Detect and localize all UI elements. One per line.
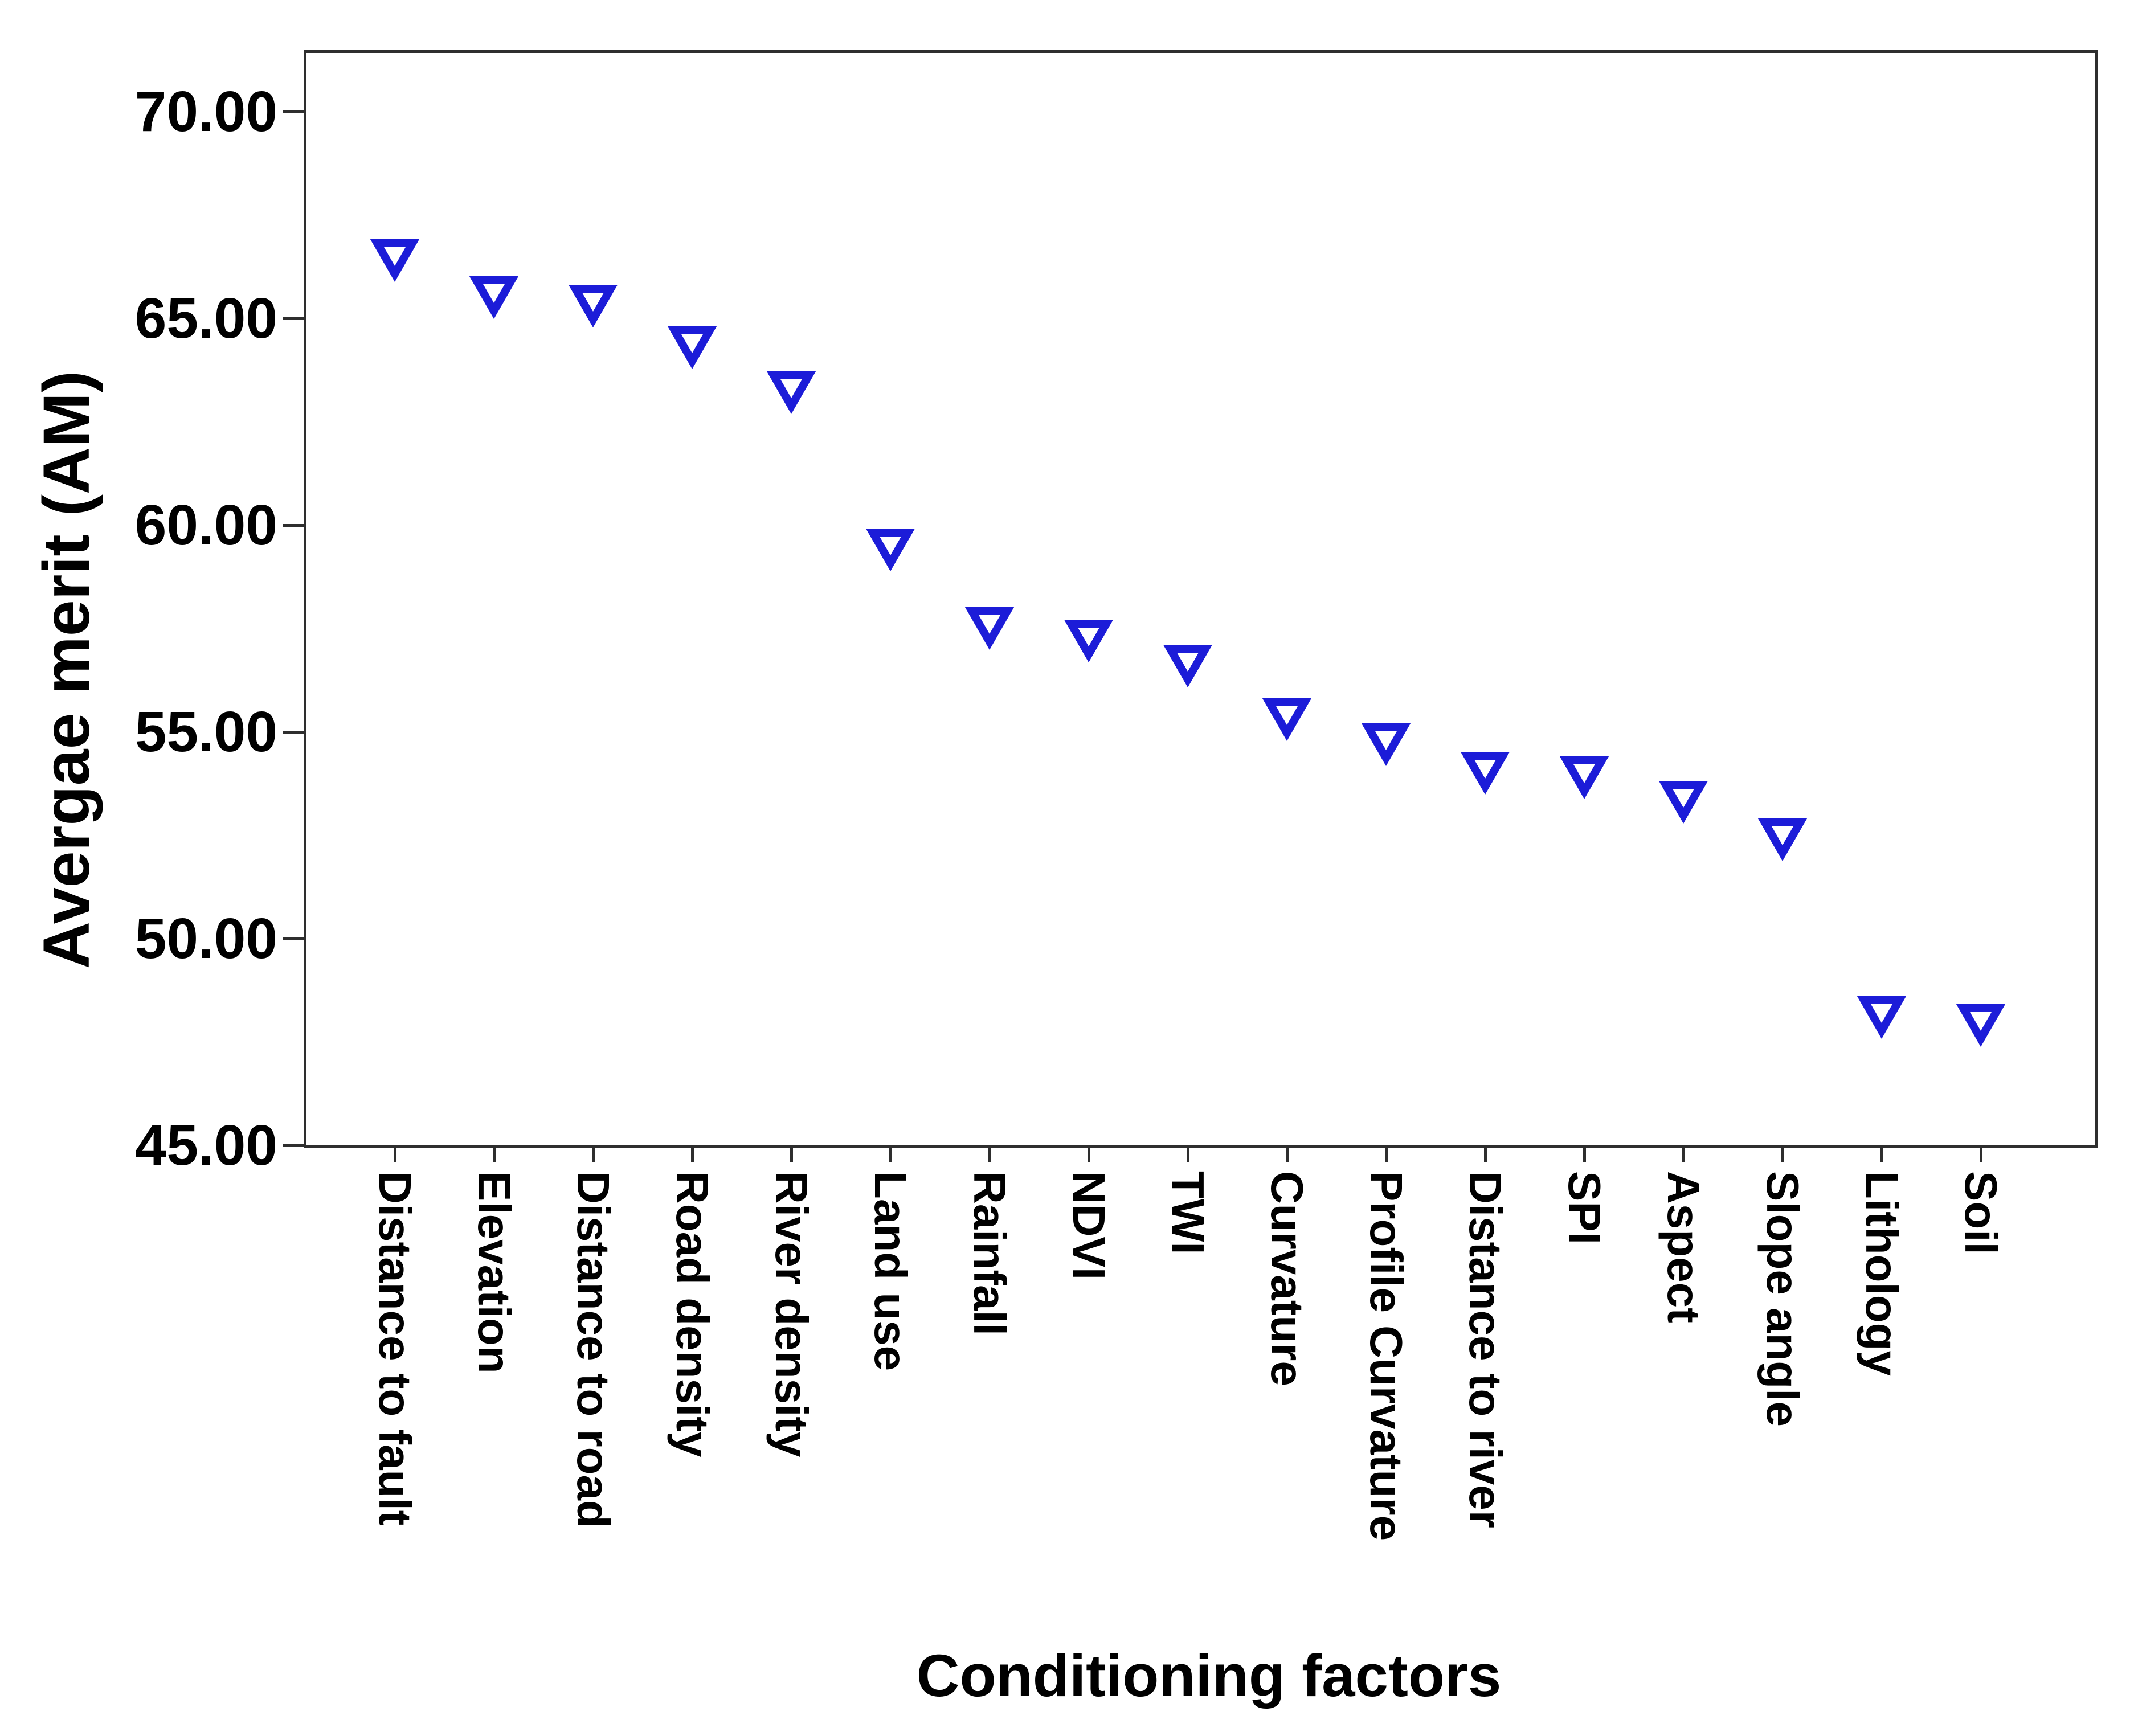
x-axis-tick: [1385, 1145, 1388, 1162]
x-category-label-text: SPI: [1559, 1171, 1610, 1244]
y-axis-tick: [283, 937, 304, 940]
x-axis-tick: [1088, 1145, 1090, 1162]
x-axis-tick: [691, 1145, 694, 1162]
data-point-triangle-icon: [370, 232, 420, 282]
x-category-label-text: Distance to river: [1460, 1171, 1511, 1528]
data-point-triangle-icon: [1361, 716, 1411, 767]
x-axis-tick: [1286, 1145, 1289, 1162]
data-point-triangle-icon: [766, 365, 816, 415]
x-category-label-text: Road density: [667, 1171, 718, 1457]
data-point-triangle-icon: [1262, 691, 1312, 742]
y-tick-label: 65.00: [134, 286, 277, 350]
data-point-triangle-icon: [865, 522, 915, 572]
x-axis-tick: [394, 1145, 396, 1162]
x-category-label-text: Aspect: [1658, 1171, 1709, 1323]
y-axis-tick: [283, 317, 304, 320]
x-category-label-text: Land use: [865, 1171, 916, 1371]
data-point-triangle-icon: [1857, 989, 1907, 1039]
y-axis-tick: [283, 1144, 304, 1147]
x-axis-tick: [1880, 1145, 1883, 1162]
y-tick-label: 45.00: [134, 1113, 277, 1177]
y-axis-tick: [283, 110, 304, 113]
data-point-triangle-icon: [667, 320, 717, 370]
x-axis-title: Conditioning factors: [916, 1643, 1502, 1709]
x-axis-tick: [1682, 1145, 1685, 1162]
x-category-label-text: Distance to road: [568, 1171, 619, 1528]
data-point-triangle-icon: [1757, 812, 1808, 862]
x-category-label-text: TWI: [1163, 1171, 1213, 1255]
y-axis-tick: [283, 731, 304, 734]
x-axis-tick: [1484, 1145, 1487, 1162]
data-point-triangle-icon: [964, 600, 1015, 650]
x-category-label-text: Slope angle: [1757, 1171, 1808, 1427]
data-point-triangle-icon: [568, 278, 618, 328]
data-point-triangle-icon: [1559, 750, 1609, 800]
data-point-triangle-icon: [1658, 774, 1708, 824]
x-category-label-text: Profile Curvature: [1361, 1171, 1412, 1541]
x-axis-tick: [1187, 1145, 1189, 1162]
y-axis-tick: [283, 524, 304, 527]
x-axis-tick: [988, 1145, 991, 1162]
data-point-triangle-icon: [1163, 638, 1213, 688]
x-axis-tick: [592, 1145, 595, 1162]
data-point-triangle-icon: [1064, 613, 1114, 663]
x-axis-tick: [1781, 1145, 1784, 1162]
y-tick-label: 60.00: [134, 493, 277, 557]
plot-area: [304, 50, 2098, 1148]
x-category-label-text: River density: [766, 1171, 817, 1457]
x-category-label-text: Distance to fault: [370, 1171, 420, 1526]
x-category-label-text: NDVI: [1064, 1171, 1114, 1280]
x-category-label-text: Rainfall: [964, 1171, 1015, 1336]
x-category-label-text: Elevation: [469, 1171, 520, 1374]
x-category-label-text: Lithology: [1857, 1171, 1907, 1376]
x-category-label-text: Soil: [1956, 1171, 2006, 1255]
x-axis-tick: [1583, 1145, 1586, 1162]
x-axis-tick: [493, 1145, 496, 1162]
data-point-triangle-icon: [469, 269, 519, 320]
x-axis-tick: [790, 1145, 793, 1162]
x-axis-tick: [1980, 1145, 1982, 1162]
y-tick-label: 50.00: [134, 907, 277, 971]
data-point-triangle-icon: [1956, 997, 2006, 1047]
y-tick-label: 55.00: [134, 700, 277, 764]
x-axis-tick: [889, 1145, 892, 1162]
data-point-triangle-icon: [1460, 745, 1510, 795]
x-category-label-text: Curvature: [1262, 1171, 1313, 1386]
y-tick-label: 70.00: [134, 80, 277, 144]
y-axis-title-text: Avergae merit (AM): [30, 370, 103, 969]
